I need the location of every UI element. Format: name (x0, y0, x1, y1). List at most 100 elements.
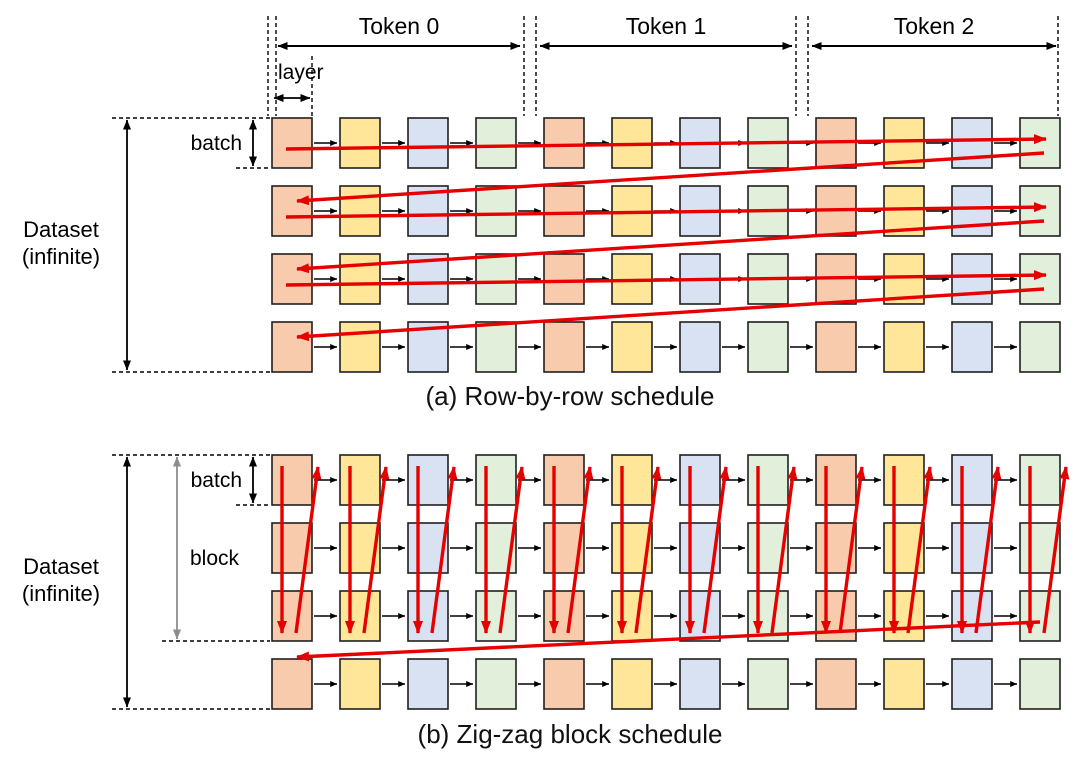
layer-cell-r0-c4 (543, 454, 585, 506)
layer-cell-r3-c6 (679, 321, 721, 373)
layer-cell-r3-c10 (951, 658, 993, 710)
layer-cell-r1-c5 (611, 522, 653, 574)
layer-cell-r0-c11 (1019, 117, 1061, 169)
layer-cell-r2-c0 (271, 253, 313, 305)
layer-cell-r2-c3 (475, 590, 517, 642)
layer-cell-r0-c10 (951, 117, 993, 169)
layer-cell-r0-c9 (883, 454, 925, 506)
schedule-row-arrow (285, 202, 1047, 219)
layer-cell-r1-c0 (271, 185, 313, 237)
token-0-label: Token 0 (358, 13, 440, 39)
schedule-up-arrow (838, 466, 866, 634)
layer-label: layer (278, 61, 324, 84)
layer-cell-r2-c1 (339, 253, 381, 305)
layer-cell-r2-c9 (883, 253, 925, 305)
layer-cell-r3-c9 (883, 658, 925, 710)
layer-cell-r2-c4 (543, 253, 585, 305)
caption-a: (a) Row-by-row schedule (425, 381, 715, 411)
layer-cell-r2-c10 (951, 253, 993, 305)
layer-cell-r3-c10 (951, 321, 993, 373)
layer-cell-r3-c3 (475, 658, 517, 710)
schedule-up-arrow (362, 466, 390, 634)
schedule-return-arrow (296, 219, 1045, 274)
layer-cell-r3-c4 (543, 658, 585, 710)
layer-cell-r3-c11 (1019, 658, 1061, 710)
layer-cell-r0-c8 (815, 454, 857, 506)
layer-cell-r0-c1 (339, 454, 381, 506)
schedule-return-arrow (296, 620, 1041, 662)
layer-cell-r2-c3 (475, 253, 517, 305)
schedule-up-arrow (1042, 466, 1070, 634)
schedule-up-arrow (498, 466, 526, 634)
layer-cell-r3-c0 (271, 658, 313, 710)
layer-cell-r2-c10 (951, 590, 993, 642)
layer-cell-r2-c6 (679, 590, 721, 642)
layer-cell-r1-c4 (543, 185, 585, 237)
layer-cell-r0-c10 (951, 454, 993, 506)
layer-cell-r0-c6 (679, 454, 721, 506)
layer-cell-r0-c4 (543, 117, 585, 169)
layer-cell-r1-c1 (339, 185, 381, 237)
layer-cell-r0-c0 (271, 117, 313, 169)
layer-cell-r1-c10 (951, 185, 993, 237)
schedule-up-arrow (430, 466, 458, 634)
layer-cell-r3-c1 (339, 321, 381, 373)
dataset-label-b: Dataset (infinite) (21, 554, 101, 606)
schedule-up-arrow (702, 466, 730, 634)
layer-cell-r3-c0 (271, 321, 313, 373)
schedule-up-arrow (634, 466, 662, 634)
layer-cell-r0-c3 (475, 454, 517, 506)
layer-cell-r1-c3 (475, 185, 517, 237)
token-2-label: Token 2 (893, 13, 975, 39)
layer-cell-r3-c7 (747, 321, 789, 373)
schedule-return-arrow (296, 287, 1045, 342)
layer-cell-r3-c6 (679, 658, 721, 710)
layer-cell-r2-c11 (1019, 590, 1061, 642)
layer-cell-r2-c2 (407, 590, 449, 642)
layer-cell-r3-c5 (611, 658, 653, 710)
layer-cell-r3-c1 (339, 658, 381, 710)
block-label-b: block (190, 547, 240, 570)
layer-cell-r3-c4 (543, 321, 585, 373)
schedule-up-arrow (974, 466, 1002, 634)
layer-cell-r3-c2 (407, 658, 449, 710)
layer-cell-r2-c9 (883, 590, 925, 642)
layer-cell-r0-c0 (271, 454, 313, 506)
layer-cell-r3-c3 (475, 321, 517, 373)
layer-cell-r3-c8 (815, 321, 857, 373)
layer-cell-r0-c11 (1019, 454, 1061, 506)
schedule-up-arrow (770, 466, 798, 634)
layer-cell-r2-c5 (611, 590, 653, 642)
layer-cell-r0-c7 (747, 454, 789, 506)
layer-cell-r0-c2 (407, 454, 449, 506)
batch-label-a: batch (190, 132, 242, 155)
schedule-up-arrow (566, 466, 594, 634)
layer-cell-r0-c3 (475, 117, 517, 169)
layer-cell-r1-c4 (543, 522, 585, 574)
schedule-return-arrow (296, 151, 1045, 206)
layer-cell-r0-c1 (339, 117, 381, 169)
schedule-up-arrow (906, 466, 934, 634)
layer-cell-r3-c8 (815, 658, 857, 710)
schedule-row-arrow (285, 134, 1047, 151)
dataset-label-a: Dataset (infinite) (21, 217, 101, 269)
layer-cell-r2-c4 (543, 590, 585, 642)
layer-cell-r3-c11 (1019, 321, 1061, 373)
batch-label-b: batch (190, 469, 242, 492)
layer-cell-r2-c7 (747, 590, 789, 642)
token-1-label: Token 1 (625, 13, 707, 39)
layer-cell-r0-c5 (611, 454, 653, 506)
layer-cell-r3-c5 (611, 321, 653, 373)
layer-cell-r2-c11 (1019, 253, 1061, 305)
schedule-up-arrow (294, 466, 322, 634)
layer-cell-r3-c9 (883, 321, 925, 373)
layer-cell-r2-c0 (271, 590, 313, 642)
layer-cell-r1-c11 (1019, 185, 1061, 237)
layer-cell-r2-c1 (339, 590, 381, 642)
layer-cell-r3-c7 (747, 658, 789, 710)
layer-cell-r0-c2 (407, 117, 449, 169)
schedule-row-arrow (285, 270, 1047, 287)
caption-b: (b) Zig-zag block schedule (417, 719, 723, 749)
